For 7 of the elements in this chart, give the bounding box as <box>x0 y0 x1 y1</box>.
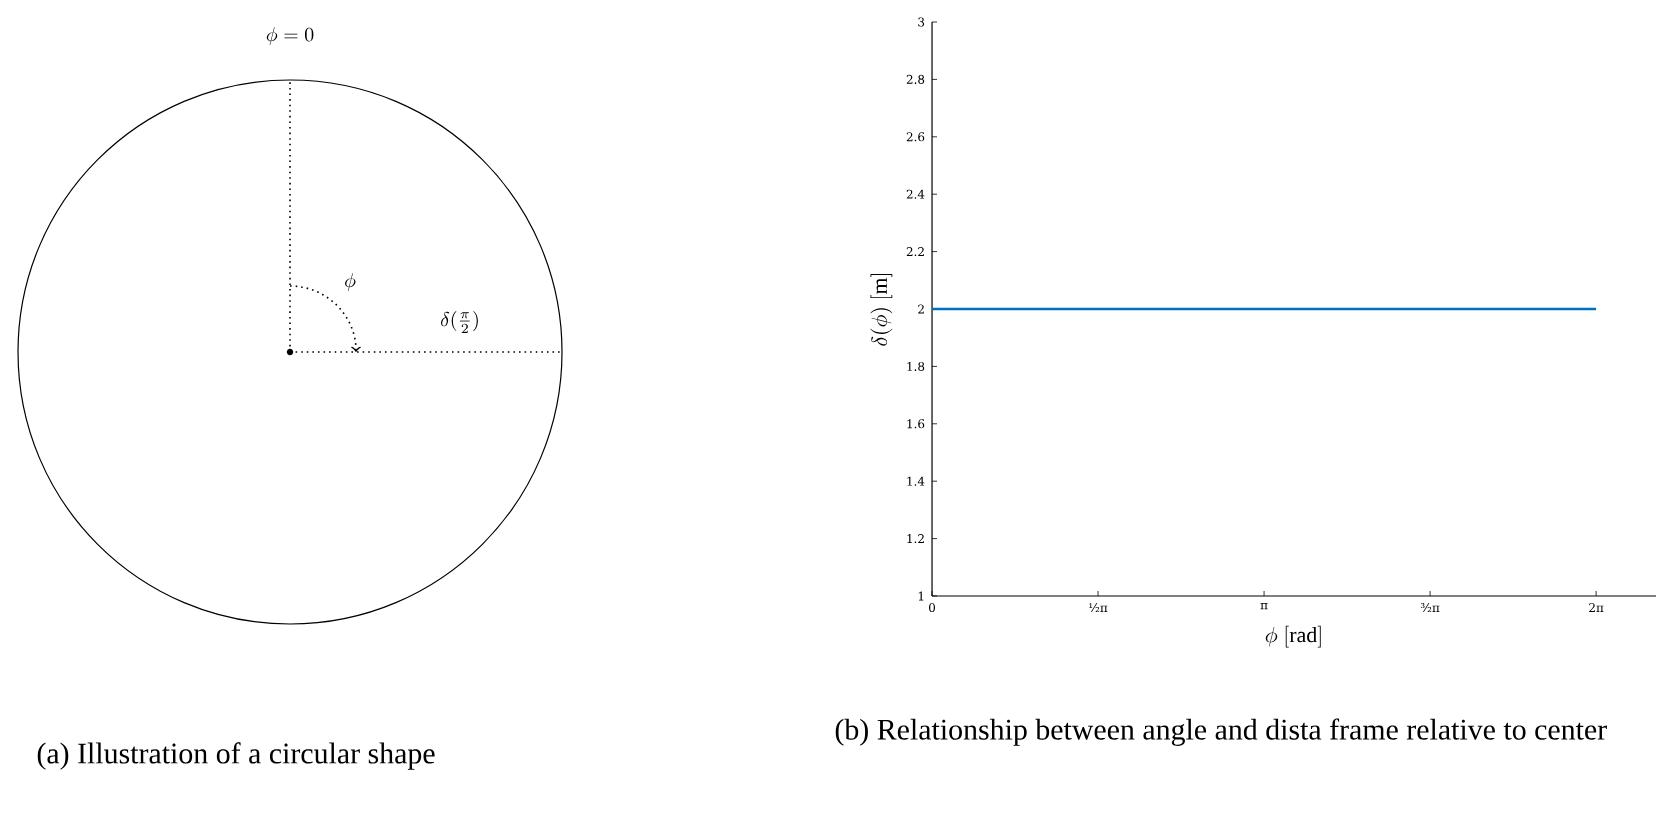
text: $\phi$ <box>345 273 356 292</box>
x-axis-title: $\phi\ [\mathrm{rad}]$ <box>1265 625 1321 648</box>
text: (a) Illustration of a circular shape <box>37 742 435 770</box>
text: $\phi = 0$ <box>266 27 314 46</box>
text: (b) Relationship between angle and dista frame relative to center <box>835 718 1607 746</box>
text: $\delta(\tfrac{\pi}{2})$ <box>441 311 478 333</box>
y-axis-title: $\delta(\phi)\ [\mathrm{m}]$ <box>870 274 893 346</box>
